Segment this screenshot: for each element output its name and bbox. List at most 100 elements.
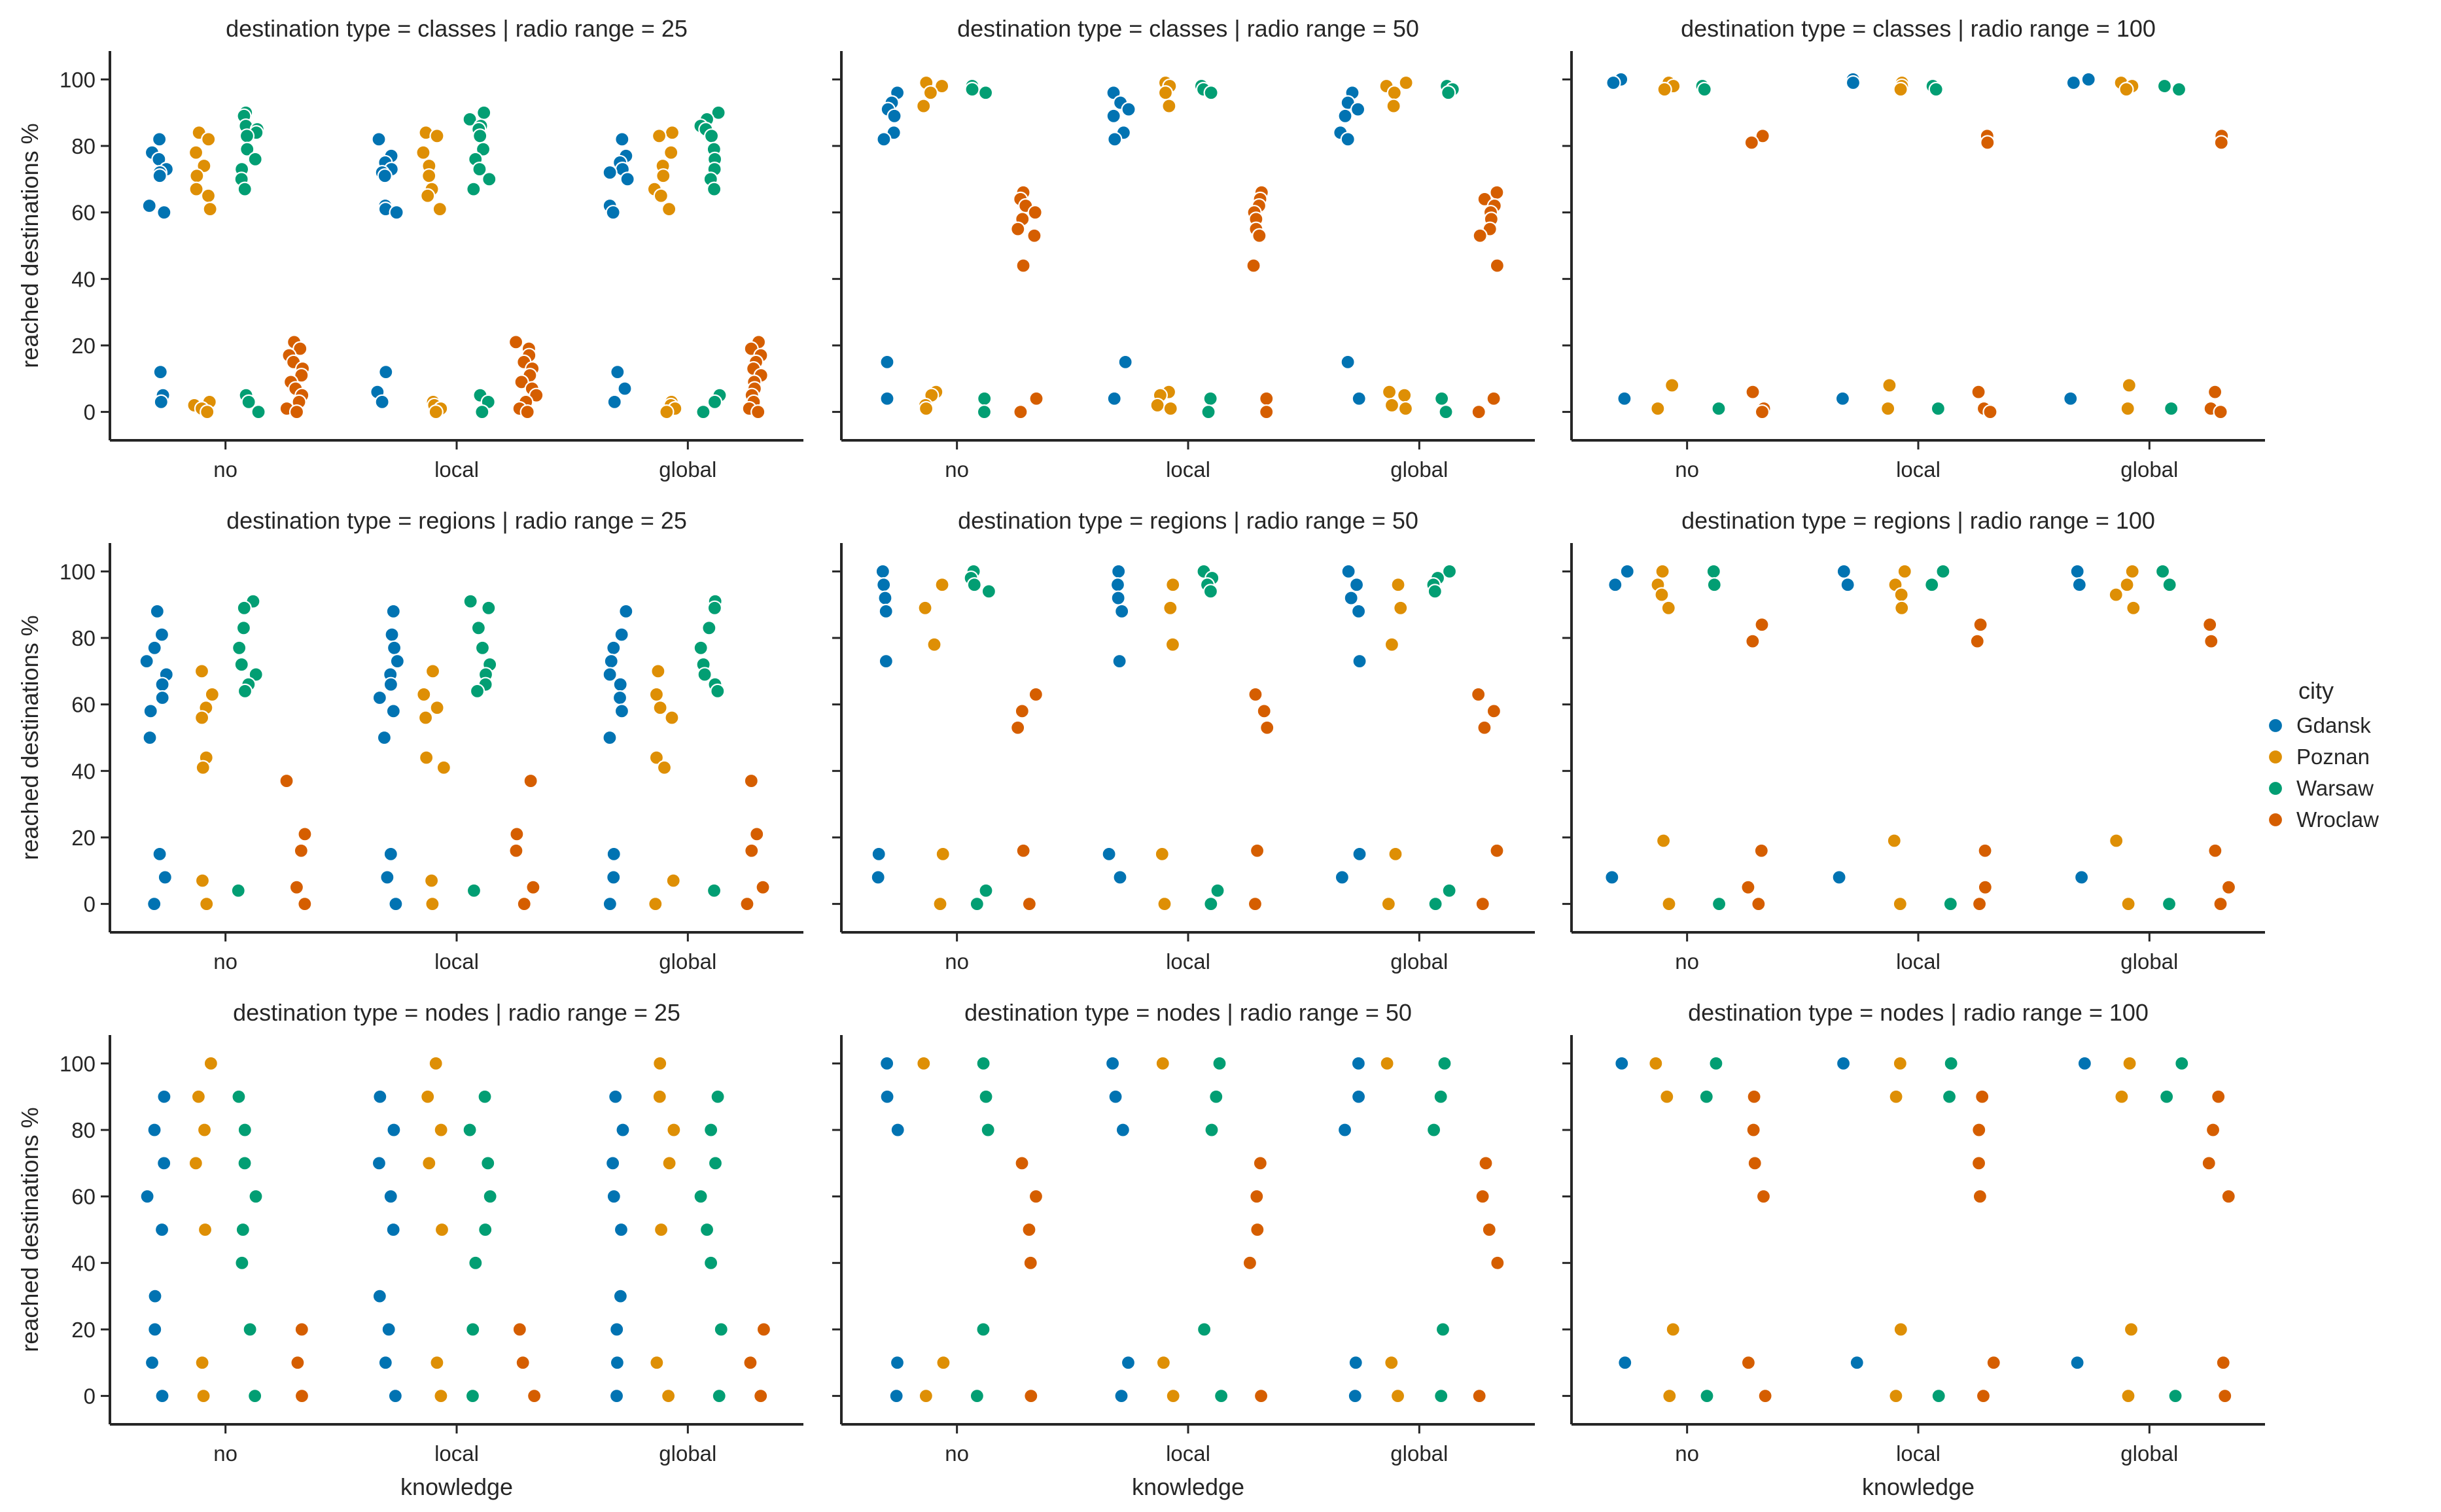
data-point-wroclaw: [1740, 1355, 1757, 1371]
chart-panel: destination type = classes | radio range…: [1562, 15, 2265, 482]
data-point-wroclaw: [2221, 1189, 2236, 1204]
data-point-poznan: [420, 1089, 436, 1104]
data-point-wroclaw: [290, 1355, 306, 1371]
data-point-gdansk: [149, 603, 165, 619]
data-point-poznan: [433, 1122, 449, 1138]
data-point-wroclaw: [1246, 258, 1261, 273]
data-point-wroclaw: [1010, 720, 1026, 735]
data-point-poznan: [2124, 563, 2140, 580]
data-point-poznan: [1659, 1089, 1675, 1104]
panel-title: destination type = nodes | radio range =…: [964, 999, 1412, 1026]
data-point-gdansk: [871, 846, 887, 862]
data-point-gdansk: [1836, 563, 1852, 580]
data-point-wroclaw: [1027, 205, 1043, 220]
data-point-poznan: [200, 188, 217, 203]
data-point-poznan: [1386, 85, 1402, 101]
data-point-warsaw: [2161, 896, 2177, 912]
y-axis-label: reached destinations %: [16, 1107, 43, 1352]
data-point-poznan: [663, 145, 679, 160]
data-point-warsaw: [1943, 1055, 1959, 1072]
data-point-warsaw: [1434, 391, 1450, 406]
data-point-wroclaw: [750, 404, 766, 420]
data-point-warsaw: [247, 1388, 263, 1404]
data-point-poznan: [203, 1055, 219, 1072]
data-point-warsaw: [231, 1089, 247, 1104]
x-tick-label: no: [213, 1441, 237, 1466]
data-point-poznan: [196, 1122, 213, 1138]
data-point-gdansk: [1350, 603, 1367, 619]
data-point-gdansk: [614, 703, 630, 719]
data-point-poznan: [2123, 1322, 2139, 1337]
data-point-gdansk: [878, 603, 894, 619]
chart-panel: destination type = nodes | radio range =…: [1562, 999, 2265, 1500]
data-point-gdansk: [1117, 354, 1133, 370]
data-point-gdansk: [612, 677, 628, 692]
data-point-gdansk: [609, 1355, 625, 1371]
data-point-gdansk: [1350, 101, 1366, 117]
data-point-poznan: [1650, 400, 1666, 417]
data-point-poznan: [1388, 846, 1403, 862]
data-point-gdansk: [1352, 846, 1367, 862]
data-point-poznan: [1384, 1355, 1399, 1371]
data-point-poznan: [916, 98, 932, 114]
data-point-wroclaw: [1472, 228, 1488, 243]
data-point-poznan: [918, 1388, 934, 1404]
data-point-gdansk: [371, 132, 387, 147]
chart-panel: destination type = nodes | radio range =…: [832, 999, 1535, 1500]
data-point-gdansk: [389, 205, 404, 220]
data-point-warsaw: [1203, 896, 1219, 912]
data-point-gdansk: [606, 394, 622, 410]
data-point-poznan: [429, 700, 445, 716]
data-point-gdansk: [602, 165, 618, 181]
data-point-wroclaw: [2221, 879, 2237, 895]
data-point-warsaw: [710, 683, 726, 699]
data-point-poznan: [2120, 896, 2136, 912]
data-point-gdansk: [1111, 563, 1127, 580]
data-point-poznan: [417, 710, 434, 726]
data-point-poznan: [2120, 400, 2135, 417]
x-tick-label: local: [1896, 949, 1941, 974]
data-point-wroclaw: [1028, 686, 1044, 703]
data-point-poznan: [420, 188, 436, 203]
data-point-wroclaw: [1973, 617, 1988, 633]
data-point-warsaw: [466, 181, 482, 197]
data-point-wroclaw: [739, 896, 755, 912]
y-tick-label: 60: [71, 693, 96, 717]
panel-title: destination type = classes | radio range…: [1681, 15, 2156, 42]
data-point-warsaw: [706, 883, 722, 898]
data-point-wroclaw: [2205, 1122, 2221, 1138]
data-point-poznan: [2119, 577, 2135, 593]
data-point-gdansk: [606, 846, 622, 862]
data-point-wroclaw: [1013, 404, 1028, 420]
data-point-poznan: [918, 400, 934, 417]
data-point-warsaw: [1426, 1122, 1442, 1138]
data-point-gdansk: [876, 577, 892, 593]
data-point-poznan: [188, 1155, 203, 1171]
data-point-warsaw: [237, 683, 253, 699]
data-point-gdansk: [1110, 590, 1126, 606]
data-point-poznan: [432, 202, 448, 217]
data-point-poznan: [2126, 600, 2141, 616]
data-point-poznan: [651, 128, 667, 144]
x-tick-label: global: [1390, 1441, 1448, 1466]
data-point-gdansk: [620, 171, 635, 187]
panel-title: destination type = classes | radio range…: [226, 15, 688, 42]
data-point-wroclaw: [1754, 617, 1770, 633]
data-point-poznan: [1648, 1055, 1664, 1072]
data-point-warsaw: [969, 1388, 985, 1404]
x-tick-label: global: [1390, 949, 1448, 974]
data-point-warsaw: [468, 1255, 483, 1271]
data-point-gdansk: [1835, 391, 1851, 406]
data-point-poznan: [664, 125, 680, 141]
data-point-wroclaw: [1471, 1388, 1487, 1404]
data-point-poznan: [1888, 1089, 1904, 1104]
data-point-poznan: [429, 1355, 445, 1371]
data-point-poznan: [1381, 384, 1397, 400]
data-point-poznan: [1154, 846, 1170, 862]
data-point-poznan: [1393, 600, 1409, 616]
x-axis-label: knowledge: [400, 1473, 513, 1500]
data-point-warsaw: [707, 1155, 724, 1171]
data-point-poznan: [188, 145, 204, 160]
chart-panel: destination type = regions | radio range…: [832, 507, 1535, 974]
